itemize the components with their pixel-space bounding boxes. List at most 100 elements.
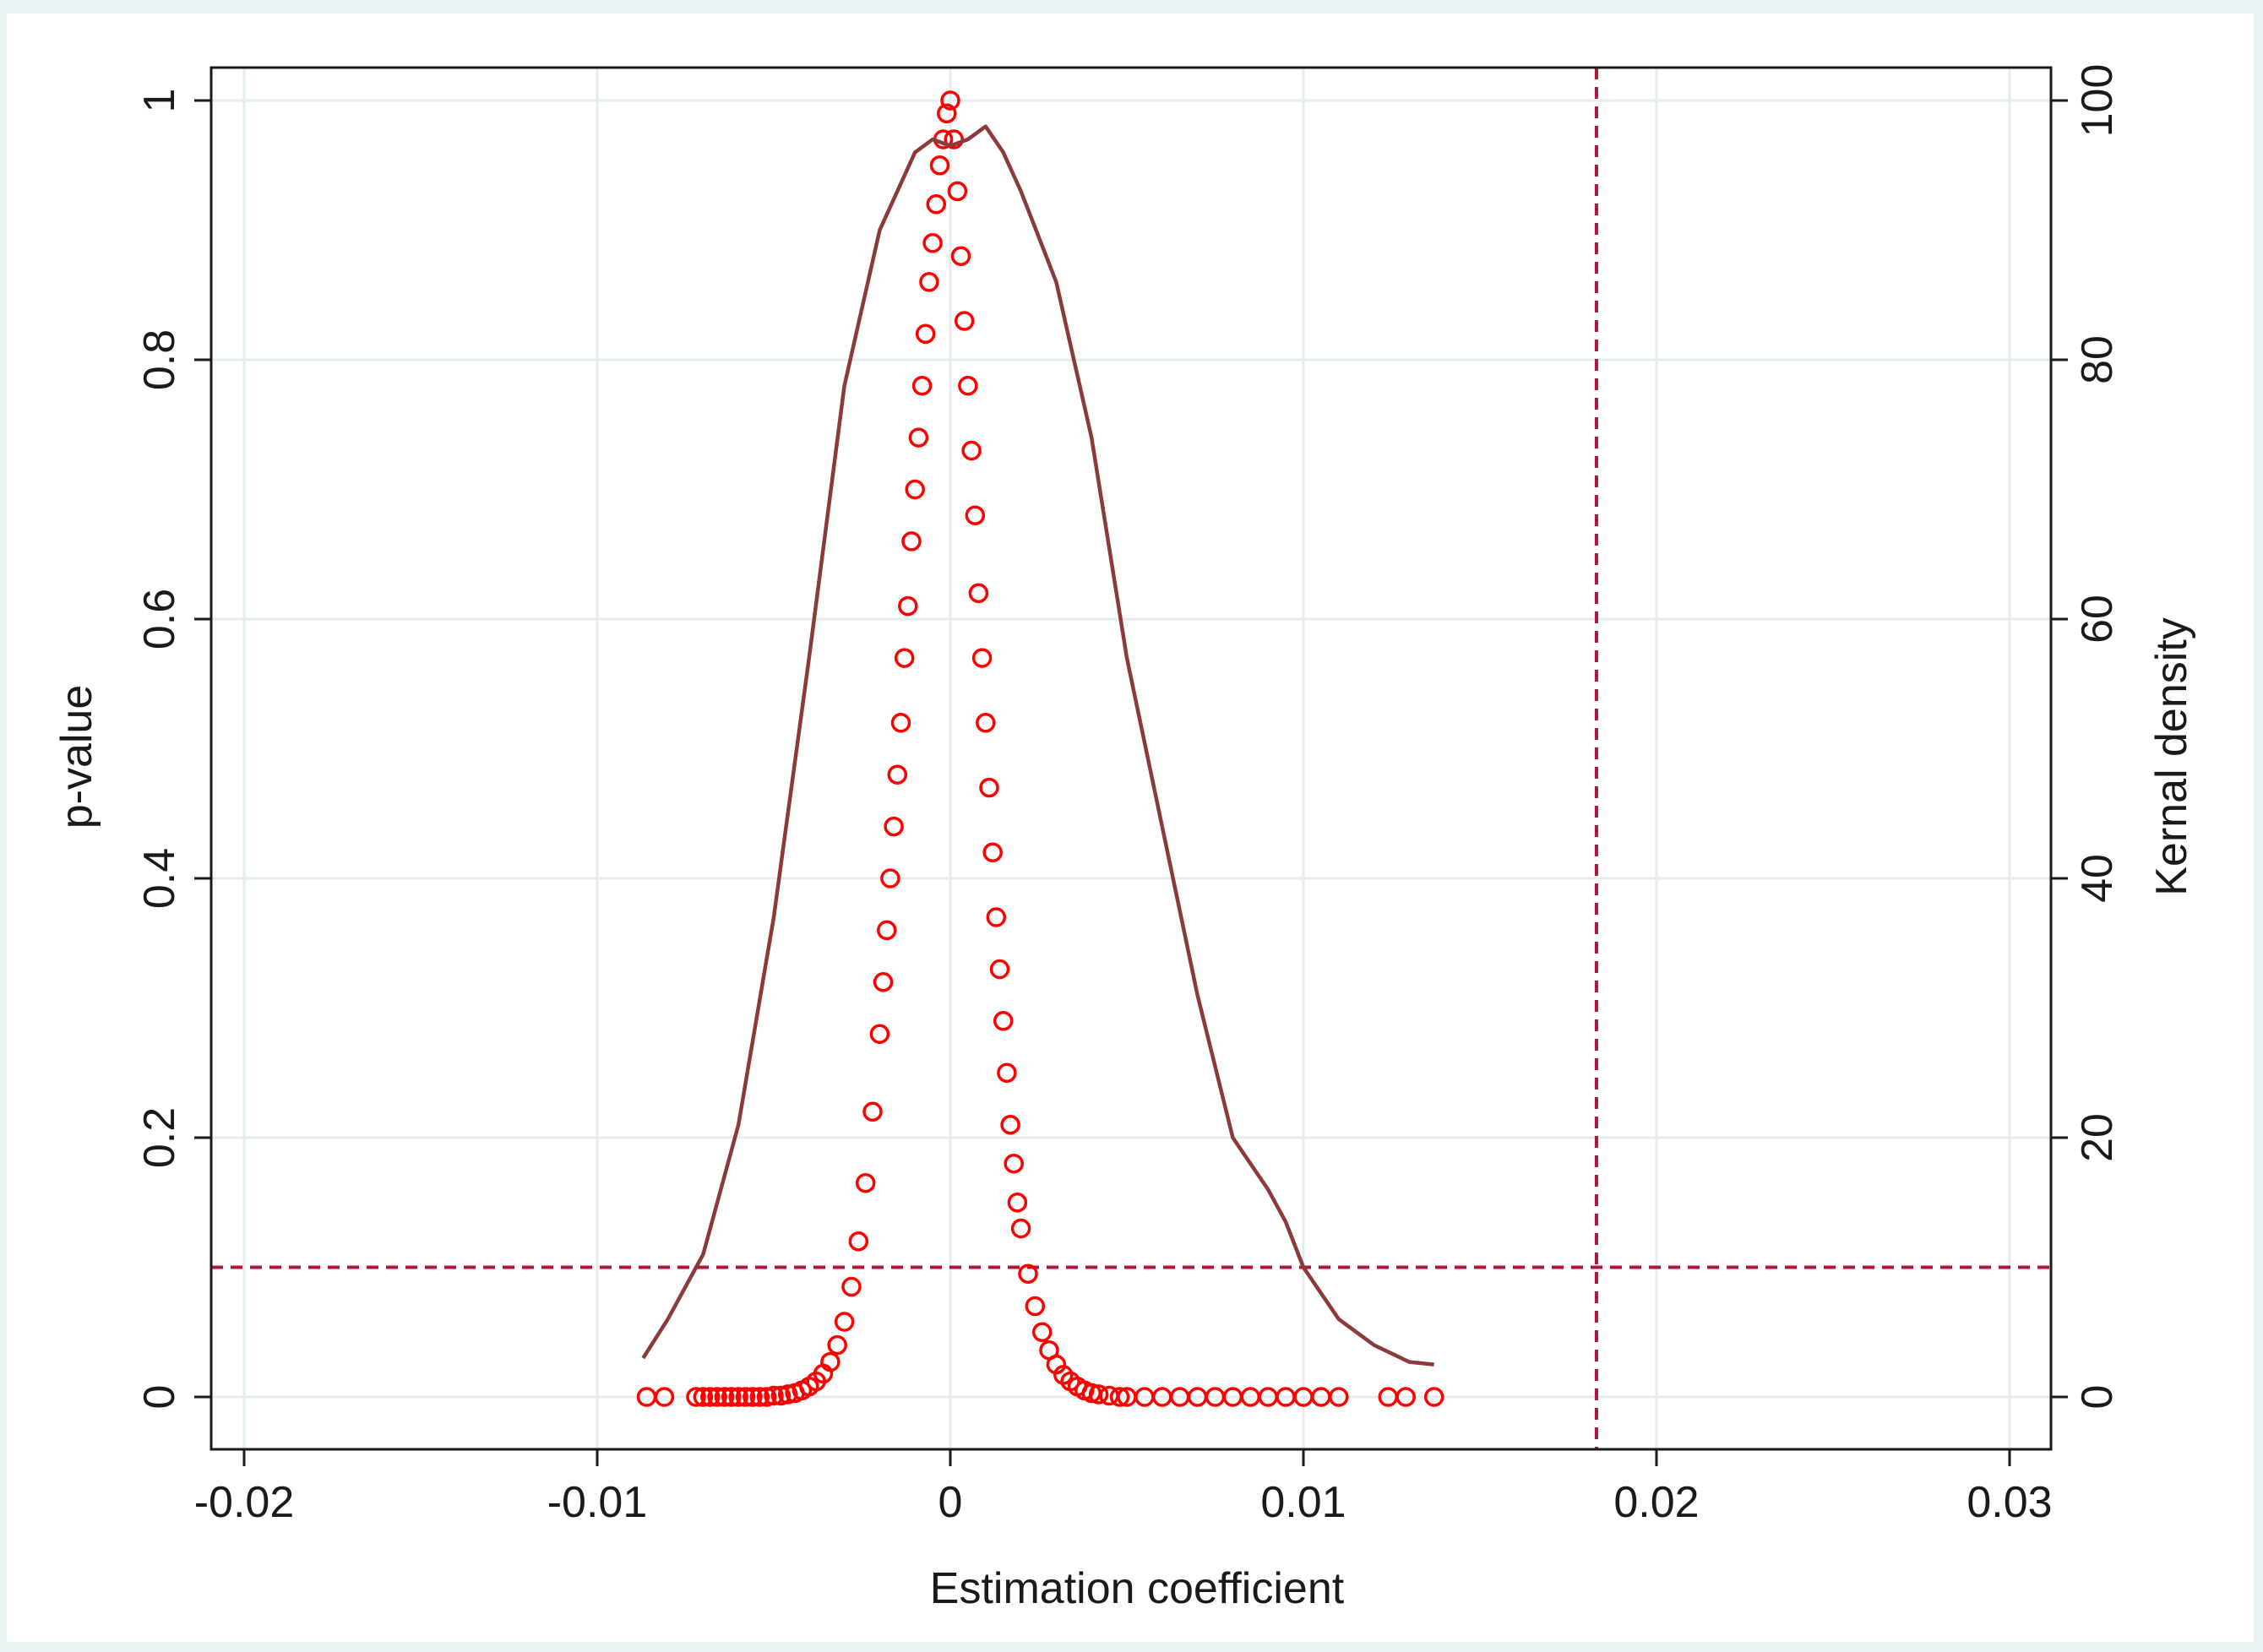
y-tick-label-3: 0.6 (135, 589, 184, 649)
data-point-0-50 (947, 181, 968, 202)
y2-tick-label-3: 60 (2073, 595, 2122, 644)
data-point-0-29 (873, 972, 894, 992)
data-point-0-28 (869, 1024, 890, 1044)
data-point-0-62 (989, 959, 1010, 980)
data-point-0-15 (777, 1384, 798, 1405)
data-point-0-79 (1088, 1384, 1109, 1405)
data-point-0-43 (922, 233, 943, 253)
y-tick-label-2: 0.4 (135, 848, 184, 909)
data-point-0-94 (1329, 1387, 1349, 1407)
data-point-0-32 (884, 816, 904, 837)
y-tick-label-5: 1 (135, 89, 184, 113)
x-tick-label-5: 0.03 (1967, 1478, 2052, 1527)
data-point-0-24 (841, 1276, 862, 1297)
kernel-density-line (641, 124, 1434, 1367)
data-point-0-44 (926, 194, 947, 215)
y2-axis-ticks: 0 20 40 60 80 100 (2051, 64, 2122, 1410)
data-point-0-71 (1031, 1322, 1053, 1343)
data-point-0-48 (940, 90, 960, 111)
data-point-0-67 (1007, 1193, 1028, 1213)
data-point-0-2 (686, 1387, 706, 1407)
y-axis-ticks: 0 0.2 0.4 0.6 0.8 1 (135, 89, 211, 1410)
y2-tick-label-2: 40 (2073, 854, 2122, 903)
data-point-0-96 (1395, 1387, 1416, 1407)
y-tick-label-1: 0.2 (135, 1107, 184, 1168)
plot-area-border (209, 66, 2053, 1451)
data-point-0-39 (908, 427, 929, 448)
x-tick-label-2: 0 (938, 1478, 963, 1527)
data-point-0-26 (855, 1172, 876, 1193)
data-point-0-55 (965, 505, 986, 525)
data-point-0-13 (764, 1385, 784, 1406)
data-point-0-52 (954, 311, 975, 331)
data-point-0-38 (905, 479, 925, 500)
x-tick-label-3: 0.01 (1260, 1478, 1346, 1527)
x-axis-title: Estimation coefficient (930, 1564, 1345, 1613)
chart-svg: -0.02 -0.01 0 0.01 0.02 0.03 0 0.2 0.4 0.6 0.8 1 0… (52, 64, 2196, 1613)
data-point-0-10 (743, 1387, 763, 1407)
data-point-0-58 (976, 713, 996, 733)
x-tick-label-1: -0.01 (547, 1478, 648, 1527)
y2-tick-label-4: 80 (2073, 335, 2122, 384)
data-point-0-22 (827, 1334, 847, 1356)
data-point-0-81 (1109, 1387, 1130, 1407)
grid-lines (211, 68, 2051, 1449)
chart-frame: -0.02 -0.01 0 0.01 0.02 0.03 0 0.2 0.4 0.6 0.8 1 0… (7, 14, 2254, 1642)
data-point-0-45 (929, 155, 950, 176)
data-point-0-53 (958, 375, 978, 396)
data-point-0-56 (968, 583, 989, 604)
data-point-0-31 (880, 868, 900, 888)
x-axis-ticks: -0.02 -0.01 0 0.01 0.02 0.03 (194, 1449, 2053, 1527)
data-point-0-60 (982, 842, 1003, 863)
data-point-0-47 (937, 103, 957, 124)
data-point-0-30 (877, 920, 897, 941)
y2-tick-label-5: 100 (2073, 64, 2122, 138)
data-point-0-49 (944, 129, 964, 149)
data-point-0-4 (700, 1387, 721, 1407)
data-point-0-35 (894, 648, 915, 668)
data-point-0-59 (979, 777, 999, 798)
y2-tick-label-0: 0 (2073, 1385, 2122, 1410)
data-point-0-8 (728, 1387, 748, 1407)
data-point-0-68 (1010, 1218, 1031, 1239)
data-point-0-12 (756, 1387, 777, 1407)
data-point-0-69 (1018, 1263, 1038, 1284)
y-tick-label-0: 0 (135, 1385, 184, 1410)
data-point-0-65 (1000, 1114, 1020, 1135)
data-point-0-42 (919, 272, 939, 292)
x-tick-label-4: 0.02 (1613, 1478, 1699, 1527)
y2-tick-label-1: 20 (2073, 1113, 2122, 1162)
axes (209, 66, 2053, 1451)
data-point-0-7 (721, 1387, 742, 1407)
reference-lines (211, 68, 2051, 1449)
data-point-0-63 (993, 1011, 1014, 1031)
data-point-0-9 (735, 1387, 756, 1407)
x-tick-label-0: -0.02 (194, 1478, 295, 1527)
data-point-0-36 (898, 595, 918, 617)
data-point-0-61 (986, 907, 1007, 927)
data-point-0-5 (707, 1387, 727, 1407)
data-point-0-1 (654, 1387, 675, 1407)
data-point-0-25 (848, 1231, 869, 1252)
data-point-0-64 (997, 1062, 1017, 1084)
data-point-0-41 (915, 323, 936, 345)
data-point-0-33 (887, 764, 908, 785)
data-point-0-40 (911, 375, 933, 396)
data-point-0-34 (890, 713, 911, 733)
data-point-0-27 (862, 1101, 883, 1122)
data-point-0-11 (749, 1387, 770, 1407)
kernel-density-curve (641, 124, 1434, 1367)
data-point-0-21 (820, 1351, 840, 1372)
data-point-0-37 (901, 531, 922, 552)
data-point-0-51 (950, 246, 971, 266)
y-axis-title: p-value (52, 685, 101, 829)
y2-axis-title: Kernal density (2147, 617, 2196, 896)
data-point-0-54 (961, 440, 982, 461)
data-point-0-6 (714, 1387, 735, 1407)
data-point-0-3 (693, 1387, 714, 1407)
data-point-0-14 (770, 1385, 792, 1406)
y-tick-label-4: 0.8 (135, 329, 184, 390)
data-point-0-23 (834, 1312, 855, 1332)
scatter-points (636, 90, 1444, 1407)
data-point-0-97 (1423, 1387, 1444, 1407)
